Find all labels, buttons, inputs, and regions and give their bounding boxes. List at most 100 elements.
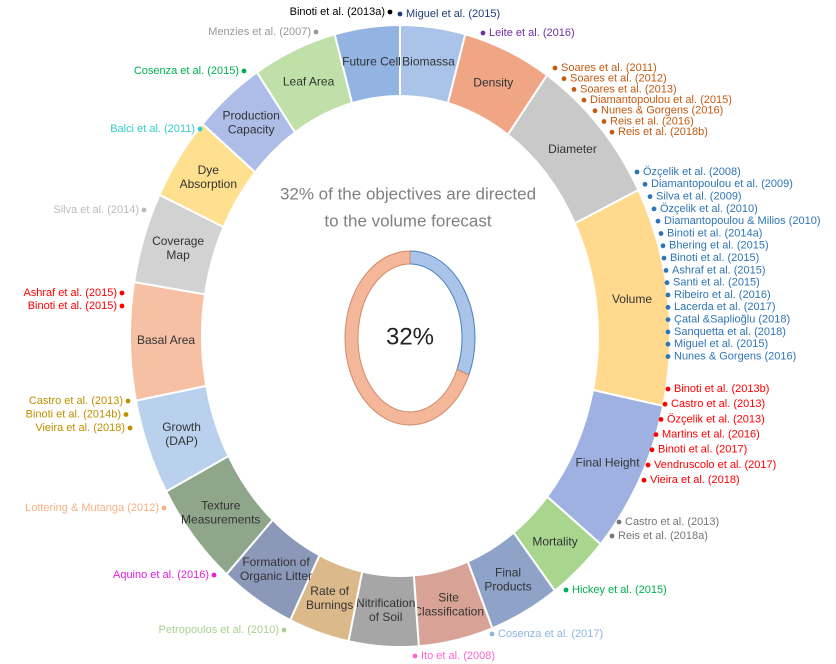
reference: Soares et al. (2012) (570, 73, 667, 85)
reference: Soares et al. (2013) (580, 83, 677, 95)
ref-dot (634, 169, 640, 175)
ref-dot (281, 627, 287, 633)
ref-dot (387, 9, 393, 15)
ref-dot (592, 108, 598, 114)
reference: Nunes & Gorgens (2016) (674, 350, 796, 362)
segment-label: Absorption (180, 177, 237, 191)
ref-dot (211, 572, 217, 578)
segment-label: Growth (162, 420, 201, 434)
reference: Vieira et al. (2018) (35, 422, 125, 434)
ref-dot (609, 129, 615, 135)
ref-dot (662, 401, 668, 407)
reference: Özçelik et al. (2010) (660, 203, 758, 215)
caption: 32% of the objectives are directed (280, 184, 536, 203)
segment-label: Basal Area (137, 333, 195, 347)
reference: Cosenza et al. (2017) (498, 628, 603, 640)
reference: Diamantopoulou et al. (2015) (590, 94, 732, 106)
segment-label: Map (166, 248, 190, 262)
ref-dot (119, 303, 125, 309)
ref-dot (119, 290, 125, 296)
segment-label: Measurements (181, 512, 260, 526)
ref-dot (653, 432, 659, 437)
segment-label: Volume (612, 292, 652, 306)
reference: Castro et al. (2013) (625, 516, 719, 528)
reference: Binoti et al. (2015) (28, 300, 117, 312)
ref-dot (655, 218, 661, 224)
segment-label: of Soil (369, 610, 402, 624)
reference: Reis et al. (2018a) (618, 530, 708, 542)
reference: Sanquetta et al. (2018) (674, 326, 786, 338)
ref-dot (397, 11, 403, 17)
ref-dot (601, 119, 607, 124)
ref-dot (616, 519, 622, 525)
ref-dot (664, 280, 670, 286)
ref-dot (561, 76, 567, 82)
reference: Bhering et al. (2015) (669, 240, 769, 252)
reference: Balci et al. (2011) (110, 123, 195, 135)
inner-arc (409, 250, 476, 376)
reference: Lottering & Mutanga (2012) (25, 502, 159, 514)
ref-dot (197, 126, 203, 132)
ref-dot (161, 505, 167, 511)
ref-dot (412, 653, 418, 659)
inner-arc (344, 250, 470, 426)
reference: Cosenza et al. (2015) (134, 65, 239, 77)
segment-label: Production (222, 109, 279, 123)
ref-dot (658, 417, 664, 422)
reference: Binoti et al. (2017) (658, 444, 747, 456)
ref-dot (649, 447, 655, 453)
caption: to the volume forecast (324, 211, 492, 230)
segment-label: Final Height (576, 455, 641, 469)
ref-dot (313, 29, 319, 35)
reference: Diamantopoulou et al. (2009) (651, 178, 793, 190)
reference: Binoti et al. (2013b) (674, 383, 769, 395)
ref-dot (642, 181, 648, 187)
reference: Diamantopoulou & Milios (2010) (664, 215, 821, 227)
reference: Özçelik et al. (2013) (667, 413, 765, 425)
reference: Lacerda et al. (2017) (674, 301, 776, 313)
segment-label: Nitrification (356, 596, 415, 610)
segment-label: Formation of (242, 555, 310, 569)
reference: Özçelik et al. (2008) (643, 166, 741, 178)
ref-dot (665, 354, 671, 359)
ref-dot (665, 341, 671, 347)
reference: Nunes & Gorgens (2016) (601, 105, 723, 117)
segment-label: Leaf Area (283, 75, 335, 89)
ref-dot (665, 386, 671, 392)
ref-dot (660, 243, 666, 249)
ref-dot (665, 317, 671, 322)
center-label: 32% (386, 323, 434, 350)
reference: Petropoulos et al. (2010) (159, 624, 279, 636)
ref-dot (647, 194, 653, 200)
ref-dot (552, 65, 558, 71)
reference: Binoti et al. (2014b) (26, 408, 121, 420)
reference: Çatal &Saplioğlu (2018) (674, 314, 790, 326)
segment-label: Coverage (152, 234, 204, 248)
segment-label: Texture (201, 498, 241, 512)
reference: Aquino et al. (2016) (113, 569, 209, 581)
ref-dot (665, 292, 671, 298)
ref-dot (663, 268, 669, 273)
ref-dot (661, 255, 667, 261)
ref-dot (581, 97, 587, 103)
reference: Hickey et al. (2015) (572, 584, 667, 596)
reference: Vieira et al. (2018) (650, 474, 740, 486)
reference: Miguel et al. (2015) (406, 8, 500, 20)
ref-dot (489, 631, 495, 637)
segment-label: Rate of (310, 584, 349, 598)
ref-dot (609, 533, 615, 539)
segment-label: Classification (413, 605, 484, 619)
ref-dot (241, 68, 247, 74)
reference: Ashraf et al. (2015) (672, 264, 766, 276)
segment (333, 23, 401, 105)
ref-dot (651, 206, 657, 212)
reference: Vendruscolo et al. (2017) (654, 459, 776, 471)
segment-label: Final (495, 566, 521, 580)
segment-label: Site (438, 591, 459, 605)
reference: Martins et al. (2016) (662, 429, 760, 441)
reference: Binoti et al. (2013a) (290, 6, 385, 18)
reference: Reis et al. (2018b) (618, 126, 708, 138)
segment-label: Biomassa (402, 55, 455, 69)
segment-label: Density (473, 76, 513, 90)
